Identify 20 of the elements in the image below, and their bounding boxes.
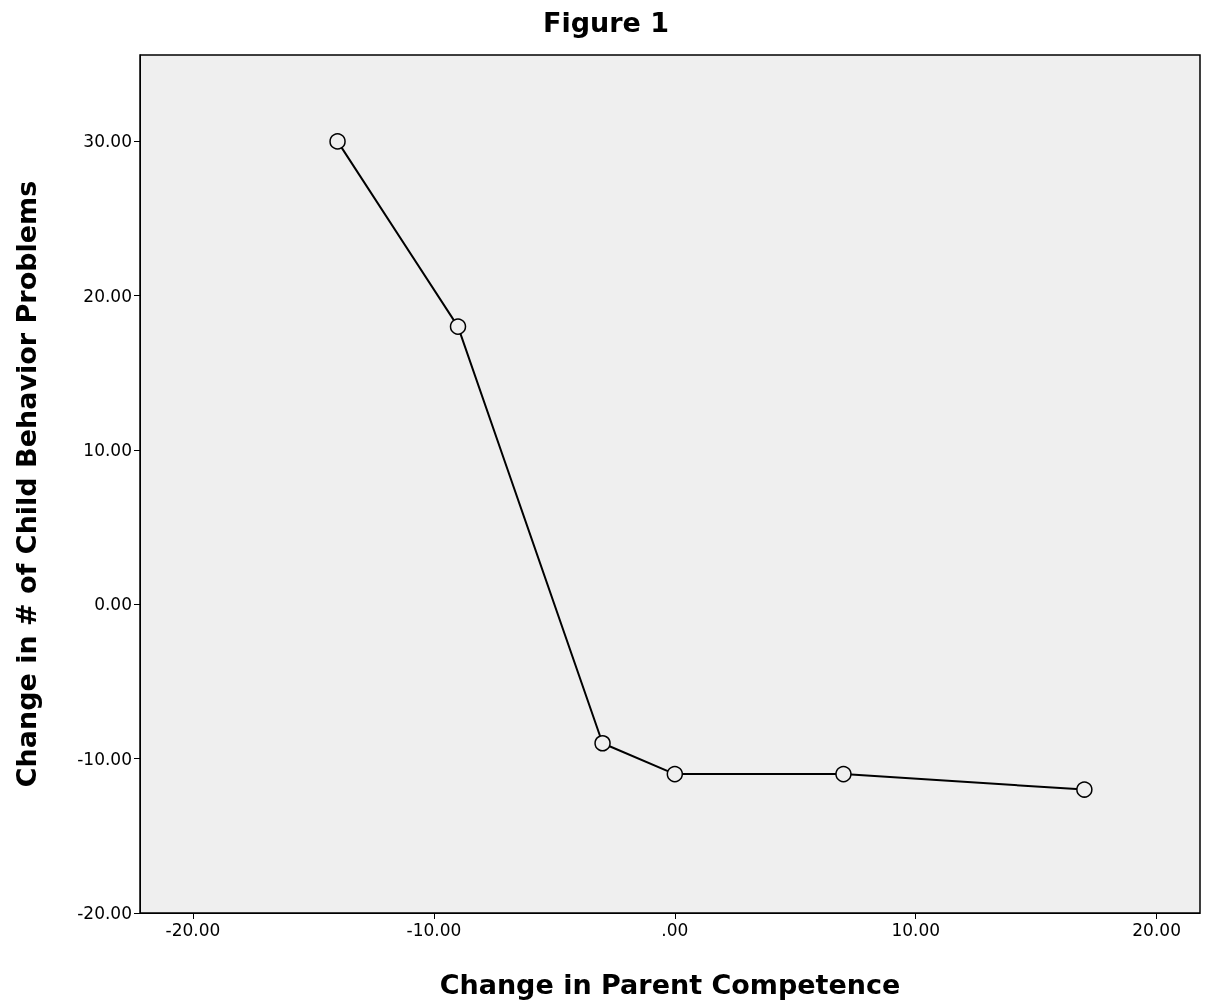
- x-tick-label: -10.00: [406, 919, 462, 940]
- y-tick-label: -10.00: [77, 748, 132, 769]
- x-axis-title: Change in Parent Competence: [439, 969, 901, 1000]
- point: [594, 735, 611, 752]
- point: [666, 765, 684, 783]
- point: [329, 133, 346, 150]
- y-tick-label: 0.00: [94, 594, 132, 615]
- y-tick-label: 30.00: [83, 131, 132, 152]
- x-tick-label: 20.00: [1132, 919, 1181, 940]
- point: [835, 765, 852, 783]
- point: [449, 318, 467, 335]
- y-tick-label: -20.00: [77, 903, 132, 923]
- y-tick-label: 10.00: [83, 440, 132, 461]
- chart-title: Figure 1: [542, 7, 670, 38]
- y-axis-title: Change in # of Child Behavior Problems: [11, 180, 42, 788]
- x-tick-label: .00: [661, 919, 689, 940]
- x-tick-label: 10.00: [891, 919, 941, 940]
- x-tick-label: -20.00: [165, 919, 221, 940]
- point: [1076, 781, 1093, 798]
- y-tick-label: 20.00: [83, 285, 132, 306]
